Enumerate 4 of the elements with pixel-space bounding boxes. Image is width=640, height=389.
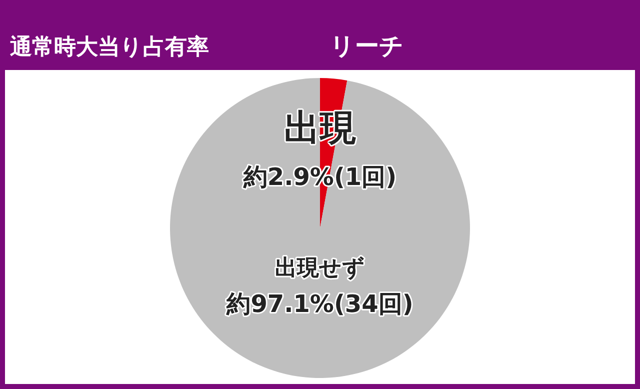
chart-title: 通常時大当り占有率 — [9, 34, 209, 60]
data-label: 約97.1%(34回) — [226, 290, 414, 318]
slice-label: 出現せず — [275, 256, 365, 281]
chart-subtitle: リーチ — [330, 32, 404, 60]
